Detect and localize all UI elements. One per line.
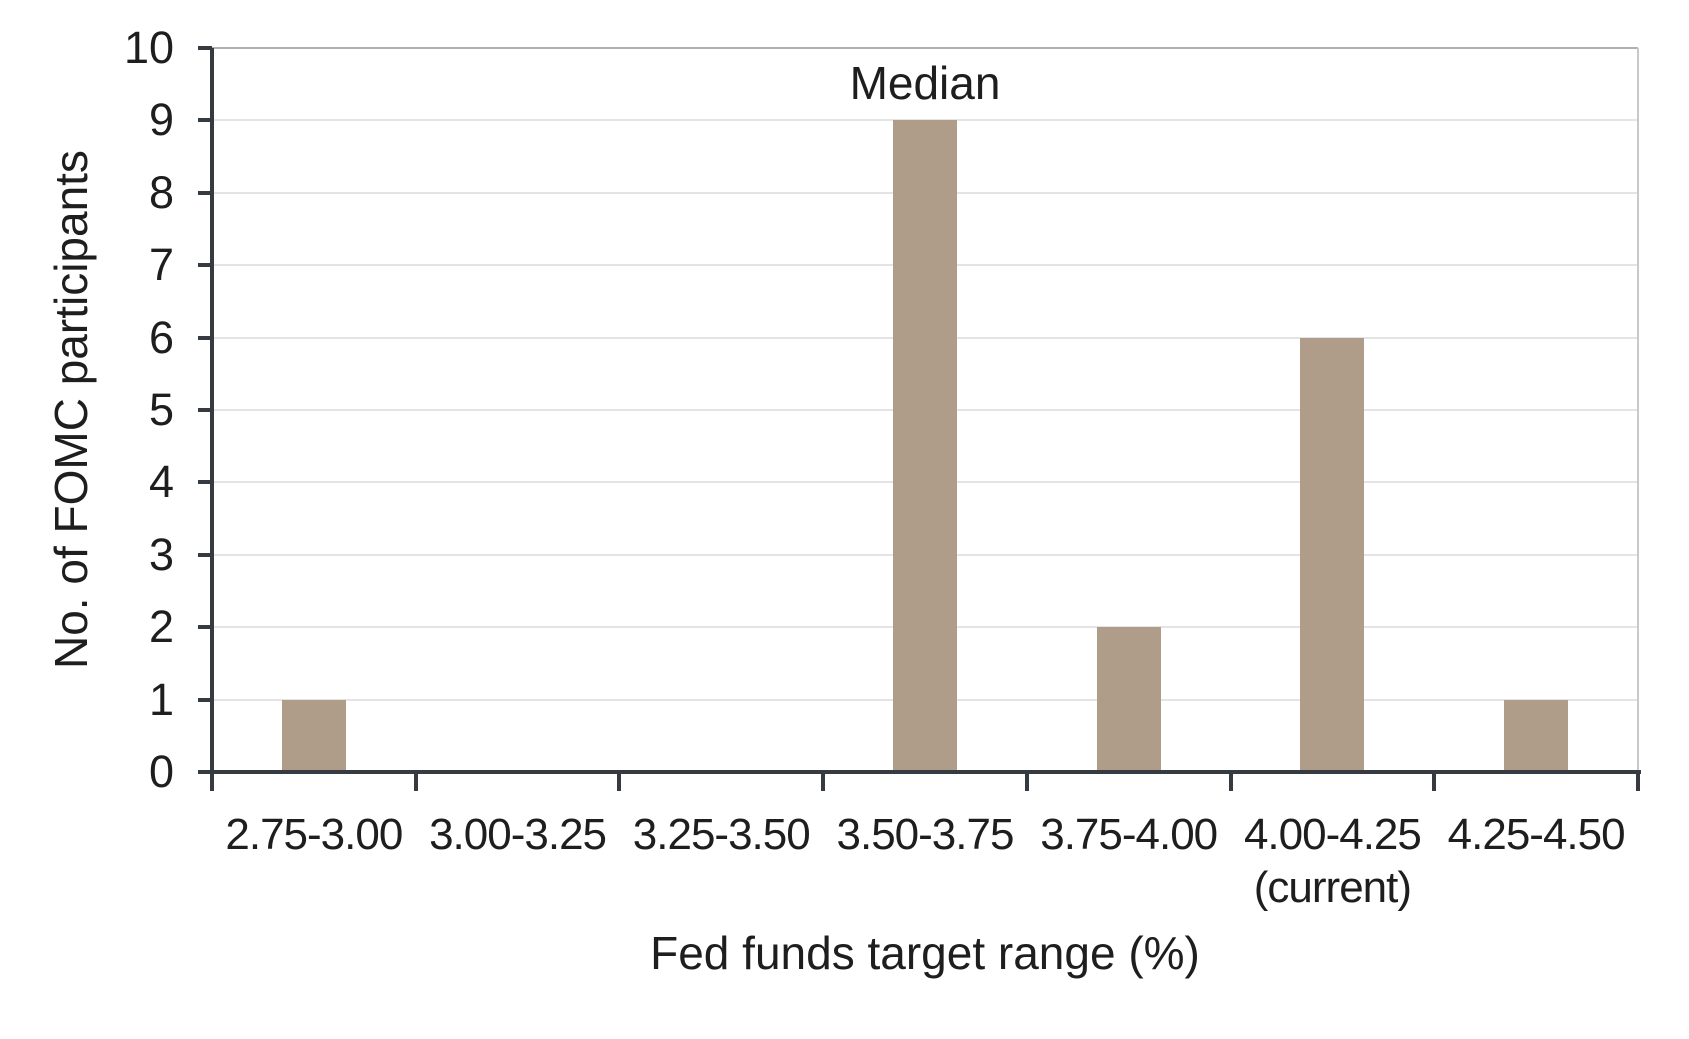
x-tick — [1636, 774, 1640, 791]
x-tick — [210, 774, 214, 791]
y-tick — [198, 697, 212, 702]
y-tick-label: 5 — [148, 384, 174, 435]
y-tick — [198, 118, 212, 123]
median-annotation: Median — [849, 57, 1001, 109]
x-tick-label-text: 3.00-3.25 — [429, 810, 607, 859]
x-tick — [1024, 774, 1029, 791]
x-tick-label: 3.25-3.50 — [619, 808, 823, 861]
x-axis-line — [198, 770, 1641, 774]
x-tick — [821, 774, 826, 791]
y-tick — [198, 408, 212, 412]
y-tick-label: 8 — [148, 166, 174, 218]
y-tick-label: 7 — [148, 239, 174, 291]
y-tick-label: 3 — [148, 528, 174, 580]
y-tick-label: 4 — [148, 456, 174, 508]
y-tick — [198, 190, 212, 195]
y-tick — [198, 335, 212, 340]
x-tick-label-text: 4.25-4.50 — [1447, 810, 1626, 859]
x-tick — [617, 774, 622, 791]
plot-area: 0 1 2 3 4 5 6 7 8 9 10 2.75-3.00 3.00-3.25 3.25-3.50 3… — [124, 23, 1641, 912]
x-tick — [1228, 774, 1233, 791]
bar — [1300, 337, 1365, 772]
y-tick-label: 0 — [148, 746, 174, 797]
y-tick-label: 10 — [123, 22, 174, 73]
x-tick-label: 3.00-3.25 — [416, 808, 620, 861]
plot-right-border — [1637, 48, 1639, 772]
y-axis-line — [210, 48, 214, 772]
y-tick — [198, 480, 212, 485]
y-tick — [198, 625, 212, 630]
x-tick — [1432, 774, 1437, 791]
y-tick-label: 6 — [148, 311, 174, 363]
x-tick-label: 3.50-3.75 — [823, 808, 1027, 861]
x-tick-sublabel: (current) — [1253, 863, 1412, 912]
x-tick-label-text: 4.00-4.25 — [1243, 810, 1422, 859]
x-axis-title: Fed funds target range (%) — [650, 927, 1200, 979]
y-tick — [198, 46, 212, 50]
x-tick-label-text: 3.25-3.50 — [632, 810, 811, 859]
y-tick-label: 2 — [148, 601, 174, 653]
x-tick-label: 4.00-4.25 (current) — [1231, 808, 1435, 914]
bar — [893, 120, 957, 772]
y-tick — [198, 770, 212, 774]
x-tick-label-text: 3.50-3.75 — [836, 810, 1015, 859]
y-tick — [198, 263, 212, 268]
bar — [1504, 699, 1569, 772]
x-tick-label-text: 2.75-3.00 — [225, 810, 403, 859]
bar — [1096, 627, 1161, 772]
y-tick — [198, 552, 212, 557]
x-tick-label-text: 3.75-4.00 — [1040, 810, 1218, 859]
x-tick-label: 4.25-4.50 — [1434, 808, 1638, 861]
x-tick-label: 3.75-4.00 — [1027, 808, 1231, 861]
y-tick-label: 1 — [148, 673, 174, 725]
x-tick — [413, 774, 418, 791]
bar — [281, 699, 346, 772]
y-tick-label: 9 — [148, 94, 174, 146]
x-tick-label: 2.75-3.00 — [212, 808, 416, 861]
gridline — [212, 47, 1638, 49]
